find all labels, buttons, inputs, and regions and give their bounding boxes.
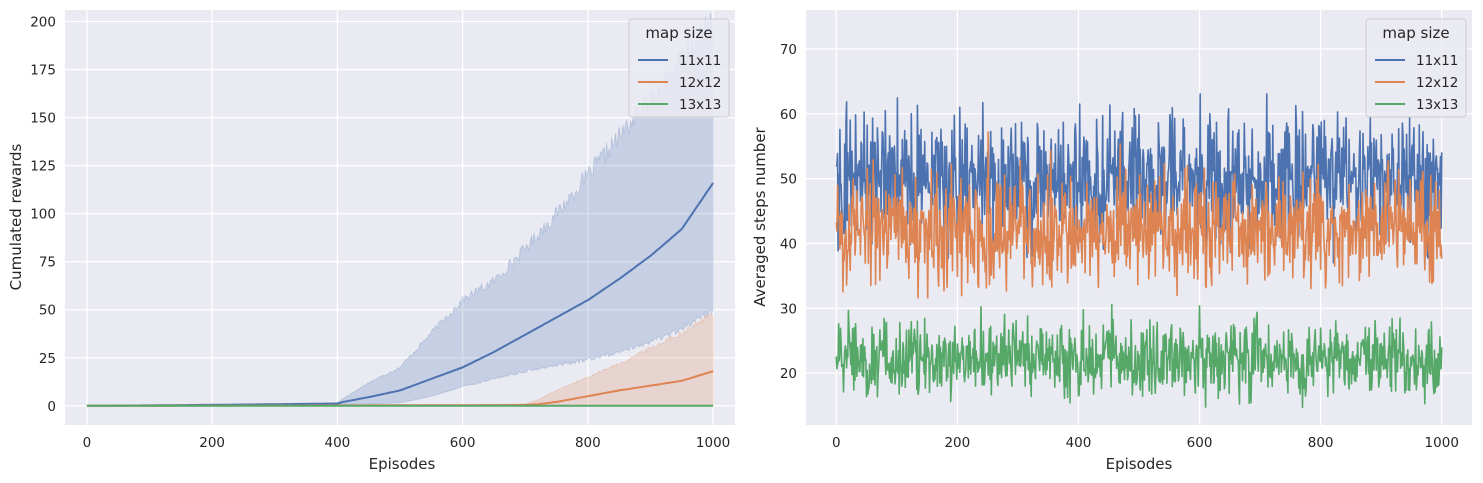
legend-label-13x13: 13x13 xyxy=(679,97,721,113)
y-tick-label: 50 xyxy=(39,303,56,319)
x-tick-label: 600 xyxy=(1187,435,1213,451)
left-y-axis-label: Cumulated rewards xyxy=(7,144,25,291)
left-chart: 0 200 400 600 800 1000 0 25 50 75 100 125 150 175 200… xyxy=(7,10,735,473)
left-gridlines xyxy=(65,10,735,425)
left-x-axis-label: Episodes xyxy=(369,455,436,473)
legend-title: map size xyxy=(645,24,712,42)
right-x-tick-labels: 0 200 400 600 800 1000 xyxy=(832,435,1459,451)
y-tick-label: 40 xyxy=(780,236,797,252)
legend-label-11x11: 11x11 xyxy=(1416,53,1458,69)
left-legend: map size 11x11 12x12 13x13 xyxy=(628,18,730,118)
left-plot-area xyxy=(65,10,735,425)
line-11x11 xyxy=(835,93,1443,266)
y-tick-label: 60 xyxy=(780,107,797,123)
y-tick-label: 25 xyxy=(39,351,56,367)
y-tick-label: 150 xyxy=(30,111,56,127)
y-tick-label: 0 xyxy=(47,399,56,415)
x-tick-label: 1000 xyxy=(1425,435,1459,451)
legend-frame xyxy=(628,18,730,118)
legend-frame xyxy=(1365,18,1467,118)
right-y-axis-label: Averaged steps number xyxy=(751,126,769,306)
y-tick-label: 30 xyxy=(780,301,797,317)
right-series-lines xyxy=(835,93,1443,409)
y-tick-label: 175 xyxy=(30,63,56,79)
legend-label-13x13: 13x13 xyxy=(1416,97,1458,113)
left-series-lines xyxy=(86,182,714,407)
legend-label-12x12: 12x12 xyxy=(1416,75,1458,91)
x-tick-label: 800 xyxy=(575,435,601,451)
y-tick-label: 125 xyxy=(30,159,56,175)
x-tick-label: 600 xyxy=(450,435,476,451)
x-tick-label: 0 xyxy=(83,435,92,451)
y-tick-label: 70 xyxy=(780,42,797,58)
x-tick-label: 400 xyxy=(324,435,350,451)
x-tick-label: 0 xyxy=(832,435,841,451)
y-tick-label: 50 xyxy=(780,172,797,188)
line-13x13 xyxy=(835,303,1443,409)
x-tick-label: 400 xyxy=(1066,435,1092,451)
legend-title: map size xyxy=(1382,24,1449,42)
y-tick-label: 100 xyxy=(30,207,56,223)
right-y-tick-labels: 20 30 40 50 60 70 xyxy=(780,42,797,382)
x-tick-label: 800 xyxy=(1308,435,1334,451)
y-tick-label: 200 xyxy=(30,15,56,31)
right-x-axis-label: Episodes xyxy=(1106,455,1173,473)
right-legend: map size 11x11 12x12 13x13 xyxy=(1365,18,1467,118)
legend-label-12x12: 12x12 xyxy=(679,75,721,91)
y-tick-label: 20 xyxy=(780,366,797,382)
x-tick-label: 1000 xyxy=(696,435,730,451)
legend-label-11x11: 11x11 xyxy=(679,53,721,69)
x-tick-label: 200 xyxy=(944,435,970,451)
left-x-tick-labels: 0 200 400 600 800 1000 xyxy=(83,435,731,451)
left-y-tick-labels: 0 25 50 75 100 125 150 175 200 xyxy=(30,15,56,415)
y-tick-label: 75 xyxy=(39,255,56,271)
x-tick-label: 200 xyxy=(199,435,225,451)
line-12x12 xyxy=(835,131,1443,299)
